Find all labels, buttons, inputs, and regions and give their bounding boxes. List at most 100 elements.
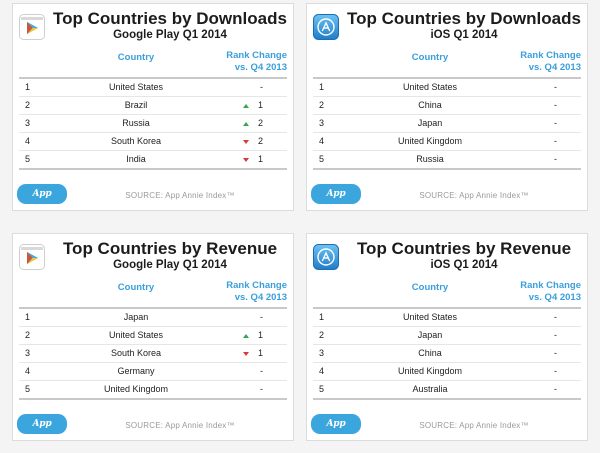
rank-change-cell: - — [517, 97, 557, 114]
rank-change-column-header: Rank Change vs. Q4 2013 — [501, 280, 581, 304]
country-name: Japan — [123, 312, 149, 322]
table-row: 4 United Kingdom - — [313, 363, 581, 381]
rank-number: 3 — [25, 118, 31, 128]
ranking-table: 1 United States - 2 China - 3 Japan - 4 United Kin… — [313, 77, 581, 170]
rank-change-value: - — [260, 82, 263, 92]
country-name: Russia — [122, 118, 150, 128]
panel-title: Top Countries by Revenue — [356, 239, 572, 258]
source-note: SOURCE: App Annie Index™ — [125, 191, 235, 200]
ranking-table: 1 United States - 2 Brazil 1 3 Russia 2 4 South Ko… — [19, 77, 287, 170]
rank-change-value: - — [554, 330, 557, 340]
table-row: 1 Japan - — [19, 309, 287, 327]
rank-number: 5 — [319, 154, 325, 164]
up-arrow-icon — [242, 333, 249, 338]
rank-change-header-line1: Rank Change — [226, 280, 287, 291]
rank-change-header-line1: Rank Change — [520, 50, 581, 61]
rank-number: 2 — [319, 100, 325, 110]
table-row: 2 Japan - — [313, 327, 581, 345]
country-name: Brazil — [124, 100, 148, 110]
rank-change-header-line2: vs. Q4 2013 — [528, 62, 581, 73]
table-row: 5 Australia - — [313, 381, 581, 400]
rank-change-header-line1: Rank Change — [520, 280, 581, 291]
rank-change-value: - — [260, 312, 263, 322]
country-name: South Korea — [110, 136, 162, 146]
country-name: United States — [108, 82, 164, 92]
down-arrow-icon — [242, 351, 249, 356]
rank-change-cell: - — [517, 309, 557, 326]
rank-change-header-line2: vs. Q4 2013 — [528, 292, 581, 303]
rank-change-value: - — [554, 100, 557, 110]
app-store-icon — [313, 244, 339, 270]
rank-change-value: 1 — [257, 330, 263, 340]
rank-number: 1 — [25, 82, 31, 92]
country-name: Japan — [417, 330, 443, 340]
table-row: 5 India 1 — [19, 151, 287, 170]
table-row: 4 United Kingdom - — [313, 133, 581, 151]
rank-change-cell: 2 — [223, 115, 263, 132]
rank-change-value: - — [554, 118, 557, 128]
table-row: 5 Russia - — [313, 151, 581, 170]
country-name: South Korea — [110, 348, 162, 358]
google-play-icon — [19, 14, 45, 40]
panel-title: Top Countries by Revenue — [62, 239, 278, 258]
rank-change-header-line2: vs. Q4 2013 — [234, 292, 287, 303]
rank-change-cell: 1 — [223, 327, 263, 344]
rank-number: 2 — [25, 330, 31, 340]
rank-change-cell: - — [517, 345, 557, 362]
panel-subtitle: iOS Q1 2014 — [430, 259, 498, 271]
source-note: SOURCE: App Annie Index™ — [419, 191, 529, 200]
rank-change-cell: - — [517, 115, 557, 132]
ranking-panel-gp-downloads: Top Countries by Downloads Google Play Q… — [12, 3, 294, 211]
panel-title: Top Countries by Downloads — [53, 9, 287, 28]
rank-number: 5 — [25, 154, 31, 164]
table-row: 3 China - — [313, 345, 581, 363]
country-name: Germany — [117, 366, 155, 376]
ranking-table: 1 United States - 2 Japan - 3 China - 4 United Kin… — [313, 307, 581, 400]
google-play-icon — [19, 244, 45, 270]
rank-number: 4 — [25, 366, 31, 376]
rank-change-value: 1 — [257, 348, 263, 358]
rank-change-value: 2 — [257, 118, 263, 128]
rank-number: 4 — [319, 136, 325, 146]
country-name: United States — [108, 330, 164, 340]
rank-change-value: - — [554, 348, 557, 358]
rank-change-cell: - — [223, 363, 263, 380]
rank-change-column-header: Rank Change vs. Q4 2013 — [501, 50, 581, 74]
country-name: United States — [402, 82, 458, 92]
rank-number: 3 — [319, 348, 325, 358]
rank-number: 1 — [319, 82, 325, 92]
rank-change-column-header: Rank Change vs. Q4 2013 — [207, 280, 287, 304]
rank-change-cell: - — [517, 363, 557, 380]
rank-number: 2 — [25, 100, 31, 110]
rank-change-header-line2: vs. Q4 2013 — [234, 62, 287, 73]
app-annie-logo: App Annie — [17, 414, 67, 440]
panel-subtitle: Google Play Q1 2014 — [113, 259, 227, 271]
table-row: 3 South Korea 1 — [19, 345, 287, 363]
rank-number: 1 — [319, 312, 325, 322]
rank-number: 3 — [25, 348, 31, 358]
country-name: United Kingdom — [397, 136, 463, 146]
rank-change-value: - — [554, 312, 557, 322]
rank-change-cell: - — [517, 79, 557, 96]
rank-change-value: - — [554, 366, 557, 376]
table-row: 1 United States - — [313, 309, 581, 327]
rank-change-value: 1 — [257, 100, 263, 110]
rank-change-value: - — [554, 136, 557, 146]
rank-change-cell: 1 — [223, 345, 263, 362]
rank-change-value: 1 — [257, 154, 263, 164]
table-row: 3 Japan - — [313, 115, 581, 133]
up-arrow-icon — [242, 121, 249, 126]
rank-number: 5 — [319, 384, 325, 394]
rank-number: 1 — [25, 312, 31, 322]
source-note: SOURCE: App Annie Index™ — [125, 421, 235, 430]
rank-change-column-header: Rank Change vs. Q4 2013 — [207, 50, 287, 74]
table-row: 3 Russia 2 — [19, 115, 287, 133]
app-annie-logo: App Annie — [311, 184, 361, 210]
rank-change-value: - — [260, 384, 263, 394]
rank-change-cell: - — [223, 309, 263, 326]
country-name: India — [126, 154, 146, 164]
table-row: 2 China - — [313, 97, 581, 115]
source-note: SOURCE: App Annie Index™ — [419, 421, 529, 430]
table-row: 1 United States - — [19, 79, 287, 97]
table-row: 1 United States - — [313, 79, 581, 97]
